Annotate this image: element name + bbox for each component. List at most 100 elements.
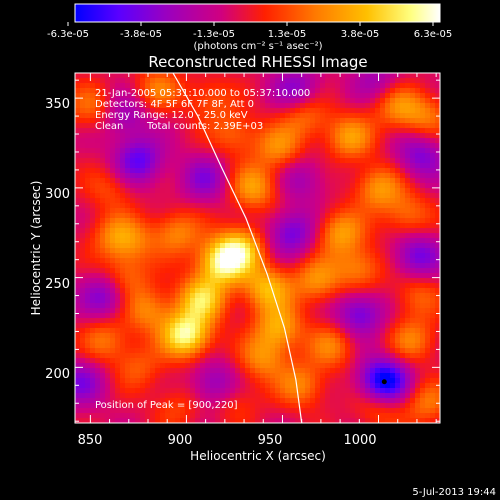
heatmap-cell: [315, 403, 321, 409]
heatmap-cell: [230, 128, 236, 134]
heatmap-cell: [310, 323, 316, 329]
heatmap-cell: [205, 223, 211, 229]
heatmap-cell: [355, 118, 361, 124]
heatmap-cell: [415, 288, 421, 294]
heatmap-cell: [255, 93, 261, 99]
heatmap-cell: [95, 408, 101, 414]
heatmap-cell: [325, 358, 331, 364]
heatmap-cell: [300, 368, 306, 374]
heatmap-cell: [100, 218, 106, 224]
heatmap-cell: [355, 398, 361, 404]
heatmap-cell: [360, 373, 366, 379]
heatmap-cell: [250, 268, 256, 274]
heatmap-cell: [145, 273, 151, 279]
heatmap-cell: [270, 213, 276, 219]
heatmap-cell: [75, 243, 81, 249]
heatmap-cell: [365, 128, 371, 134]
heatmap-cell: [250, 243, 256, 249]
heatmap-cell: [200, 163, 206, 169]
heatmap-cell: [155, 323, 161, 329]
heatmap-cell: [140, 178, 146, 184]
heatmap-cell: [410, 198, 416, 204]
heatmap-cell: [285, 328, 291, 334]
heatmap-cell: [150, 348, 156, 354]
heatmap-cell: [280, 388, 286, 394]
heatmap-cell: [340, 108, 346, 114]
heatmap-cell: [180, 193, 186, 199]
heatmap-cell: [400, 168, 406, 174]
heatmap-cell: [370, 408, 376, 414]
heatmap-cell: [340, 248, 346, 254]
heatmap-cell: [225, 353, 231, 359]
heatmap-cell: [335, 193, 341, 199]
heatmap-cell: [110, 153, 116, 159]
heatmap-cell: [225, 373, 231, 379]
heatmap-cell: [120, 388, 126, 394]
heatmap-cell: [155, 168, 161, 174]
heatmap-cell: [290, 133, 296, 139]
heatmap-cell: [145, 103, 151, 109]
heatmap-cell: [210, 153, 216, 159]
heatmap-cell: [95, 318, 101, 324]
heatmap-cell: [75, 258, 81, 264]
heatmap-cell: [250, 293, 256, 299]
heatmap-cell: [175, 88, 181, 94]
heatmap-cell: [345, 338, 351, 344]
heatmap-cell: [250, 218, 256, 224]
heatmap-cell: [230, 168, 236, 174]
heatmap-cell: [290, 103, 296, 109]
heatmap-cell: [215, 158, 221, 164]
heatmap-cell: [265, 338, 271, 344]
heatmap-cell: [305, 253, 311, 259]
heatmap-cell: [180, 323, 186, 329]
heatmap-cell: [340, 273, 346, 279]
heatmap-cell: [130, 283, 136, 289]
heatmap-cell: [295, 343, 301, 349]
heatmap-cell: [320, 88, 326, 94]
heatmap-cell: [190, 233, 196, 239]
heatmap-cell: [215, 78, 221, 84]
heatmap-cell: [355, 413, 361, 419]
heatmap-cell: [95, 313, 101, 319]
heatmap-cell: [375, 173, 381, 179]
heatmap-cell: [375, 378, 381, 384]
heatmap-cell: [255, 393, 261, 399]
heatmap-cell: [380, 268, 386, 274]
heatmap-cell: [90, 413, 96, 419]
heatmap-cell: [415, 398, 421, 404]
heatmap-cell: [140, 213, 146, 219]
heatmap-cell: [385, 263, 391, 269]
heatmap-cell: [325, 218, 331, 224]
heatmap-cell: [265, 403, 271, 409]
heatmap-cell: [195, 368, 201, 374]
heatmap-cell: [170, 203, 176, 209]
heatmap-cell: [295, 278, 301, 284]
heatmap-cell: [350, 208, 356, 214]
heatmap-cell: [75, 253, 81, 259]
heatmap-cell: [410, 163, 416, 169]
heatmap-cell: [260, 413, 266, 419]
heatmap-cell: [290, 263, 296, 269]
heatmap-cell: [240, 378, 246, 384]
heatmap-cell: [150, 73, 156, 79]
heatmap-cell: [105, 408, 111, 414]
heatmap-cell: [295, 383, 301, 389]
heatmap-cell: [370, 98, 376, 104]
heatmap-cell: [135, 78, 141, 84]
heatmap-cell: [130, 313, 136, 319]
heatmap-cell: [95, 248, 101, 254]
heatmap-cell: [215, 228, 221, 234]
heatmap-cell: [90, 383, 96, 389]
heatmap-cell: [255, 343, 261, 349]
heatmap-cell: [130, 373, 136, 379]
heatmap-cell: [390, 163, 396, 169]
heatmap-cell: [150, 278, 156, 284]
heatmap-cell: [310, 133, 316, 139]
heatmap-cell: [425, 103, 431, 109]
heatmap-cell: [150, 173, 156, 179]
heatmap-cell: [370, 253, 376, 259]
heatmap-cell: [415, 353, 421, 359]
heatmap-cell: [355, 343, 361, 349]
heatmap-cell: [225, 138, 231, 144]
heatmap-cell: [155, 338, 161, 344]
